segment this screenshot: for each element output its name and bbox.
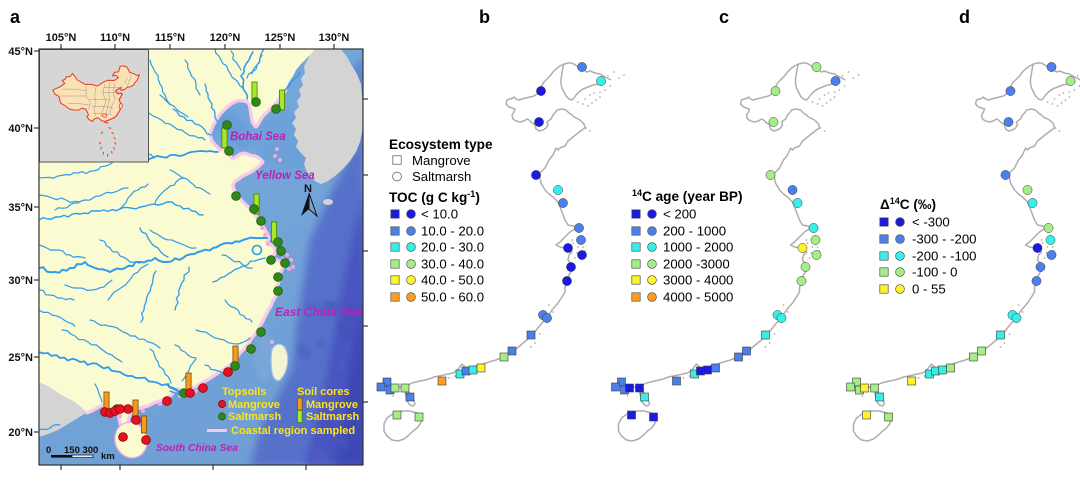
svg-text:Coastal region sampled: Coastal region sampled bbox=[231, 425, 355, 437]
svg-text:Saltmarsh: Saltmarsh bbox=[412, 169, 471, 184]
svg-text:40.0 - 50.0: 40.0 - 50.0 bbox=[421, 273, 484, 288]
svg-text:35°N: 35°N bbox=[8, 202, 33, 214]
svg-text:Ecosystem type: Ecosystem type bbox=[389, 137, 493, 152]
svg-text:East China Sea: East China Sea bbox=[275, 305, 362, 319]
svg-text:< 10.0: < 10.0 bbox=[421, 207, 458, 222]
svg-text:Mangrove: Mangrove bbox=[228, 399, 280, 411]
svg-text:Bohai Sea: Bohai Sea bbox=[230, 131, 286, 143]
svg-text:14C age (year BP): 14C age (year BP) bbox=[632, 188, 743, 204]
svg-text:Saltmarsh: Saltmarsh bbox=[228, 411, 281, 423]
svg-text:South China Sea: South China Sea bbox=[156, 443, 238, 454]
svg-text:45°N: 45°N bbox=[8, 46, 33, 58]
svg-text:Saltmarsh: Saltmarsh bbox=[306, 411, 359, 423]
svg-text:a: a bbox=[10, 7, 21, 27]
svg-text:c: c bbox=[719, 7, 729, 27]
svg-text:20°N: 20°N bbox=[8, 427, 33, 439]
svg-text:200 - 1000: 200 - 1000 bbox=[663, 224, 726, 239]
svg-text:125°N: 125°N bbox=[265, 32, 296, 44]
svg-text:25°N: 25°N bbox=[8, 352, 33, 364]
svg-text:Δ14C (‰): Δ14C (‰) bbox=[880, 196, 936, 212]
svg-text:2000 -3000: 2000 -3000 bbox=[663, 257, 730, 272]
svg-text:Mangrove: Mangrove bbox=[412, 153, 471, 168]
svg-text:105°N: 105°N bbox=[46, 32, 77, 44]
svg-text:-300 - -200: -300 - -200 bbox=[912, 232, 977, 247]
svg-text:3000 - 4000: 3000 - 4000 bbox=[663, 273, 733, 288]
svg-text:30°N: 30°N bbox=[8, 275, 33, 287]
svg-text:20.0 - 30.0: 20.0 - 30.0 bbox=[421, 240, 484, 255]
svg-text:120°N: 120°N bbox=[210, 32, 241, 44]
svg-text:10.0 - 20.0: 10.0 - 20.0 bbox=[421, 224, 484, 239]
svg-text:Soil cores: Soil cores bbox=[297, 386, 350, 398]
svg-text:150 300: 150 300 bbox=[64, 445, 98, 456]
svg-text:d: d bbox=[959, 7, 970, 27]
svg-text:N: N bbox=[304, 183, 312, 195]
svg-text:-100 - 0: -100 - 0 bbox=[912, 265, 957, 280]
svg-text:Topsoils: Topsoils bbox=[222, 386, 266, 398]
svg-text:115°N: 115°N bbox=[155, 32, 185, 44]
svg-text:50.0 - 60.0: 50.0 - 60.0 bbox=[421, 290, 484, 305]
svg-text:130°N: 130°N bbox=[319, 32, 350, 44]
svg-text:1000 - 2000: 1000 - 2000 bbox=[663, 240, 733, 255]
svg-text:< -300: < -300 bbox=[912, 215, 950, 230]
svg-text:km: km bbox=[101, 451, 115, 462]
svg-text:Yellow Sea: Yellow Sea bbox=[255, 170, 315, 182]
svg-text:0: 0 bbox=[46, 445, 51, 456]
svg-text:40°N: 40°N bbox=[8, 123, 33, 135]
svg-text:TOC (g C kg-1): TOC (g C kg-1) bbox=[389, 189, 480, 205]
svg-text:b: b bbox=[479, 7, 490, 27]
svg-text:0 - 55: 0 - 55 bbox=[912, 282, 946, 297]
svg-text:< 200: < 200 bbox=[663, 207, 696, 222]
svg-text:4000 - 5000: 4000 - 5000 bbox=[663, 290, 733, 305]
svg-text:110°N: 110°N bbox=[100, 32, 130, 44]
svg-text:-200 - -100: -200 - -100 bbox=[912, 249, 977, 264]
svg-text:30.0 - 40.0: 30.0 - 40.0 bbox=[421, 257, 484, 272]
svg-text:Mangrove: Mangrove bbox=[306, 399, 358, 411]
